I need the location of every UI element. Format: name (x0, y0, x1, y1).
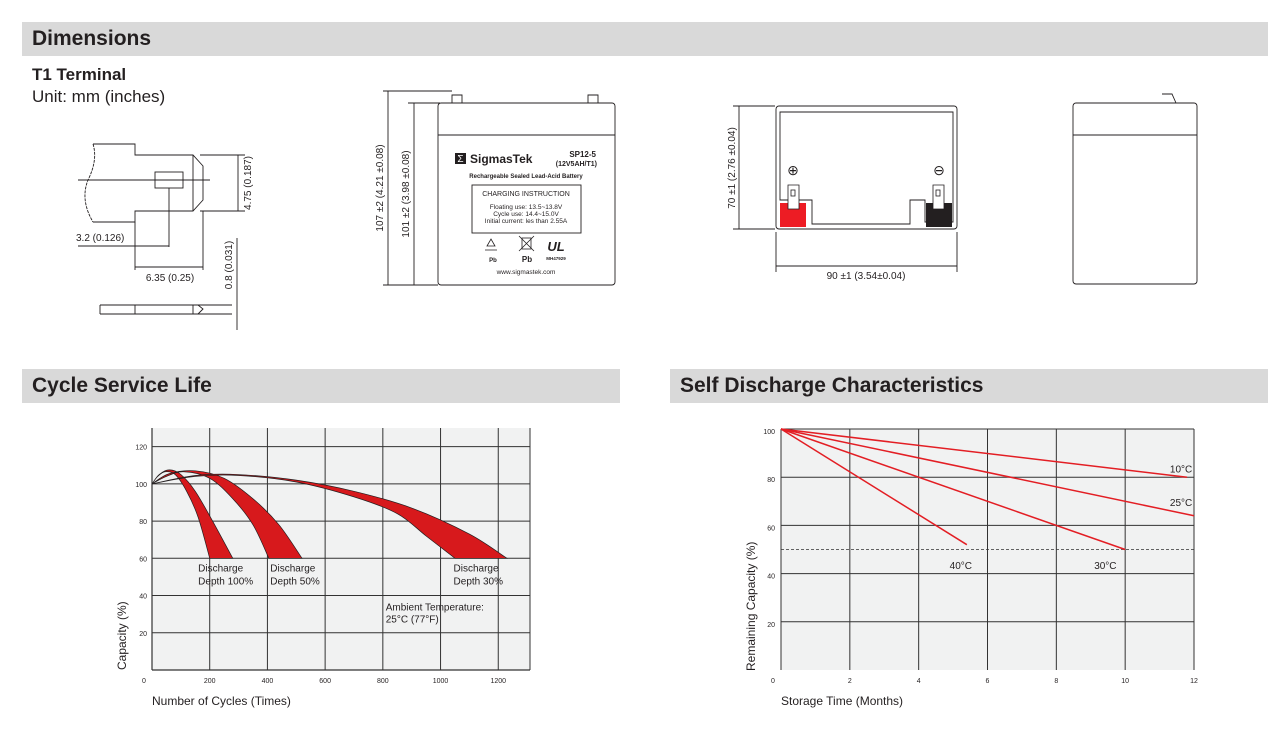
self-discharge-header: Self Discharge Characteristics (670, 369, 1268, 403)
y-axis-label: Remaining Capacity (%) (744, 542, 758, 671)
self-discharge-title: Self Discharge Characteristics (680, 374, 984, 397)
series-label: Depth 30% (454, 576, 504, 587)
negative-symbol-icon: ⊖ (933, 162, 945, 178)
series-label: 25°C (1170, 498, 1192, 509)
capacity-band-2 (151, 470, 303, 559)
x-tick-label: 12 (1190, 678, 1198, 685)
bin-pb-label: Pb (522, 255, 532, 264)
series-label: Depth 50% (270, 576, 320, 587)
y-tick-label: 40 (139, 594, 147, 601)
model-name: SP12-5 (569, 150, 596, 159)
capacity-band-3 (151, 473, 509, 559)
x-tick-label: 6 (986, 678, 990, 685)
dimensions-title: Dimensions (32, 27, 152, 50)
self-discharge-chart: 0 2 4 6 8 10 12 20 40 60 80 100 10°C 25°C 30°C 40°C Sto… (744, 428, 1198, 708)
x-tick-label: 0 (142, 678, 146, 685)
x-tick-label: 8 (1054, 678, 1058, 685)
ambient-temperature-note: 25°C (77°F) (386, 614, 439, 625)
model-spec: (12V5AH/T1) (556, 161, 597, 168)
y-tick-label: 40 (767, 574, 775, 581)
discharge-line-10C (780, 428, 1188, 478)
y-tick-label: 120 (135, 445, 147, 452)
terminal-dim-height: 4.75 (0.187) (243, 156, 254, 210)
x-tick-label: 1200 (490, 678, 506, 685)
charging-title: CHARGING INSTRUCTION (482, 191, 570, 198)
x-tick-label: 0 (771, 678, 775, 685)
battery-top-view: ⊕ ⊖ 70 ±1 (2.76 ±0.04) 90 ±1 (3.54±0.04) (727, 105, 958, 282)
y-tick-label: 100 (135, 482, 147, 489)
series-label: Discharge (454, 563, 499, 574)
x-axis-label: Storage Time (Months) (781, 694, 903, 708)
crossed-bin-icon (518, 235, 535, 252)
terminal-dim-hole: 3.2 (0.126) (76, 233, 124, 244)
discharge-line-30C (780, 428, 1126, 551)
discharge-line-40C (780, 428, 968, 546)
dimensions-header: Dimensions (22, 22, 1268, 56)
dim-width: 90 ±1 (3.54±0.04) (827, 271, 906, 282)
series-label: 10°C (1170, 464, 1192, 475)
discharge-line-25C (780, 428, 1195, 517)
x-tick-label: 1000 (433, 678, 449, 685)
x-tick-label: 400 (262, 678, 274, 685)
y-tick-label: 80 (139, 519, 147, 526)
series-label: Depth 100% (198, 576, 253, 587)
y-tick-label: 80 (767, 477, 775, 484)
charging-line-3: Initial current: les than 2.55A (485, 218, 568, 225)
terminal-unit: Unit: mm (inches) (32, 87, 166, 106)
charging-line-2: Cycle use: 14.4~15.0V (493, 211, 559, 218)
terminal-dim-thickness: 0.8 (0.031) (224, 241, 235, 289)
terminal-drawing: 4.75 (0.187) 3.2 (0.126) 6.35 (0.25) 0.8… (76, 143, 254, 330)
x-axis-label: Number of Cycles (Times) (152, 694, 291, 708)
recycle-icon (485, 238, 497, 251)
x-tick-label: 600 (319, 678, 331, 685)
website: www.sigmastek.com (496, 269, 556, 276)
x-tick-label: 800 (377, 678, 389, 685)
x-tick-label: 4 (917, 678, 921, 685)
cycle-life-title: Cycle Service Life (32, 374, 212, 397)
battery-front-view: Σ SigmasTek SP12-5 (12V5AH/T1) Rechargea… (375, 90, 616, 286)
terminal-dim-width: 6.35 (0.25) (146, 273, 194, 284)
x-tick-label: 10 (1121, 678, 1129, 685)
brand-logo: Σ (457, 154, 463, 165)
capacity-band-1 (151, 469, 234, 559)
positive-symbol-icon: ⊕ (787, 162, 799, 178)
ul-mark-icon: UL (547, 239, 564, 254)
ambient-temperature-note: Ambient Temperature: (386, 602, 484, 613)
battery-type: Rechargeable Sealed Lead-Acid Battery (469, 174, 583, 180)
series-label: 30°C (1094, 561, 1116, 572)
terminal-title: T1 Terminal (32, 65, 127, 84)
battery-side-view (1072, 93, 1198, 285)
y-tick-label: 60 (767, 525, 775, 532)
ul-code: MH47929 (546, 256, 566, 261)
x-tick-label: 200 (204, 678, 216, 685)
charging-line-1: Floating use: 13.5~13.8V (490, 204, 563, 211)
series-label: 40°C (950, 561, 972, 572)
y-axis-label: Capacity (%) (115, 601, 129, 670)
y-tick-label: 100 (763, 429, 775, 436)
brand-name: SigmasTek (470, 152, 533, 166)
cycle-life-header: Cycle Service Life (22, 369, 620, 403)
dim-case-height: 101 ±2 (3.98 ±0.08) (401, 150, 412, 237)
series-label: Discharge (198, 563, 243, 574)
y-tick-label: 60 (139, 556, 147, 563)
y-tick-label: 20 (767, 622, 775, 629)
cycle-life-chart: 0 200 400 600 800 1000 1200 20 40 60 80 100 120 Disch… (115, 428, 531, 708)
y-tick-label: 20 (139, 631, 147, 638)
dim-depth: 70 ±1 (2.76 ±0.04) (727, 127, 738, 209)
dim-total-height: 107 ±2 (4.21 ±0.08) (375, 144, 386, 231)
x-tick-label: 2 (848, 678, 852, 685)
recycle-pb-label: Pb (489, 258, 497, 264)
series-label: Discharge (270, 563, 315, 574)
